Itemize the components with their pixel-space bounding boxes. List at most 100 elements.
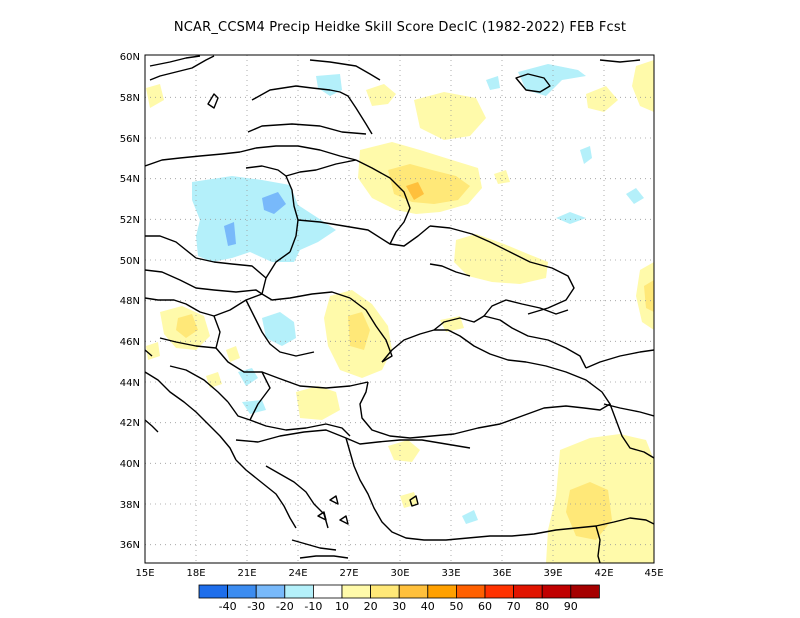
lat-label: 48N <box>120 296 140 307</box>
positive-skill-region-aegean <box>146 342 160 360</box>
negative-skill-region-turkey <box>462 510 478 524</box>
positive-skill-region-russia-north <box>414 92 486 140</box>
border-serbia <box>213 315 271 421</box>
river-dnieper <box>429 263 471 277</box>
colorbar-label: 20 <box>364 600 378 613</box>
coast-turkey-north <box>345 437 471 449</box>
island-rhodes <box>409 495 419 507</box>
lon-label: 30E <box>390 568 409 579</box>
lat-label: 40N <box>120 459 140 470</box>
lon-label: 45E <box>644 568 663 579</box>
negative-skill-region-belarus <box>192 176 336 262</box>
border-romania-bulgaria <box>261 371 369 389</box>
colorbar-swatch <box>370 584 400 599</box>
colorbar-swatch <box>227 584 257 599</box>
coastlines-borders <box>145 55 654 563</box>
negative-skill-region-russia-north <box>518 64 586 96</box>
border-hungary-romania <box>245 299 315 357</box>
lon-label: 27E <box>339 568 358 579</box>
border-belarus-russia <box>355 159 411 245</box>
islands-aegean <box>317 495 349 525</box>
border-czech <box>145 269 263 295</box>
lon-label: 15E <box>135 568 154 579</box>
colorbar-label: -30 <box>247 600 265 613</box>
border-austria-hungary <box>145 293 263 317</box>
coast-crete <box>299 555 349 559</box>
border-belarus-ukraine <box>297 219 431 247</box>
negative-skill-region-russia-small <box>626 188 644 204</box>
colorbar-swatch <box>427 584 457 599</box>
colorbar-label: -10 <box>304 600 322 613</box>
positive-skill-region-turkey-west <box>400 492 418 508</box>
lon-label: 42E <box>594 568 613 579</box>
lat-label: 50N <box>120 256 140 267</box>
lat-label: 56N <box>120 134 140 145</box>
colorbar-swatch <box>484 584 515 599</box>
positive-skill-core-russia <box>388 164 470 204</box>
positive-skill-region-romania-south <box>296 386 340 420</box>
positive-skill-region-russia-small <box>494 170 510 184</box>
border-balkan-south <box>227 401 351 437</box>
positive-skill-core-moldova <box>348 312 370 350</box>
coast-azov <box>483 299 569 317</box>
colorbar-swatch <box>398 584 429 599</box>
lon-label: 21E <box>237 568 256 579</box>
negative-skill-core-2 <box>224 222 236 246</box>
negative-skill-region-russia-mid <box>556 212 586 224</box>
coast-italy <box>145 349 159 433</box>
border-croatia-bosnia <box>159 337 229 403</box>
coast-greece <box>265 465 337 551</box>
lat-label: 52N <box>120 215 140 226</box>
colorbar-swatch <box>513 584 543 599</box>
border-caucasus <box>585 349 654 417</box>
coast-adriatic <box>145 371 237 461</box>
lat-label: 54N <box>120 174 140 185</box>
border-poland-slovakia <box>195 257 267 279</box>
colorbar-label: 60 <box>478 600 492 613</box>
coast-crimea <box>433 315 587 369</box>
colorbar-swatch <box>284 584 314 599</box>
map-title: NCAR_CCSM4 Precip Heidke Skill Score Dec… <box>173 20 627 35</box>
colorbar-swatch <box>255 584 286 599</box>
border-romania-moldova <box>349 297 393 363</box>
positive-skill-region-south-small <box>440 316 464 332</box>
colorbar-swatch <box>198 584 229 599</box>
negative-skill-core-1 <box>262 192 286 214</box>
colorbar-label: 10 <box>335 600 349 613</box>
border-poland-west <box>145 235 197 259</box>
colorbar-label: 70 <box>507 600 521 613</box>
positive-skill-region-russia-ne <box>586 86 618 112</box>
colorbar-label: 80 <box>535 600 549 613</box>
coast-sea-north <box>599 59 641 63</box>
lat-label: 36N <box>120 540 140 551</box>
coast-poland <box>145 151 287 177</box>
positive-skill-region-baltic-north <box>366 84 396 106</box>
lat-label: 38N <box>120 500 140 511</box>
lat-label: 42N <box>120 418 140 429</box>
colorbar-swatch <box>455 584 486 599</box>
positive-skill-core-hungary <box>176 314 198 338</box>
colorbar <box>198 584 600 599</box>
lake-ladoga <box>515 73 551 93</box>
negative-skill-region-russia-east <box>580 146 592 164</box>
colorbar-label: -40 <box>219 600 237 613</box>
positive-skill-region-west-small <box>146 84 164 108</box>
coast-finland-gulf <box>309 59 381 81</box>
border-turkey-south <box>595 525 601 563</box>
latitude-labels: 60N 58N 56N 54N 52N 50N 48N 46N 44N 42N … <box>120 52 140 551</box>
map-frame <box>144 54 655 564</box>
negative-skill-region-north-small <box>486 76 500 90</box>
colorbar-label: 40 <box>421 600 435 613</box>
lon-label: 36E <box>492 568 511 579</box>
lon-label: 33E <box>441 568 460 579</box>
colorbar-swatch <box>341 584 372 599</box>
border-belarus-west <box>285 175 299 253</box>
border-belarus-north <box>285 159 357 177</box>
lat-label: 60N <box>120 52 140 63</box>
coast-baltic-states <box>239 85 373 161</box>
colorbar-swatch <box>312 584 343 599</box>
positive-skill-region-ukraine-east <box>454 234 548 284</box>
colorbar-label: 90 <box>564 600 578 613</box>
positive-skill-region-east-edge-north <box>632 60 654 112</box>
coast-gotland <box>207 93 219 109</box>
